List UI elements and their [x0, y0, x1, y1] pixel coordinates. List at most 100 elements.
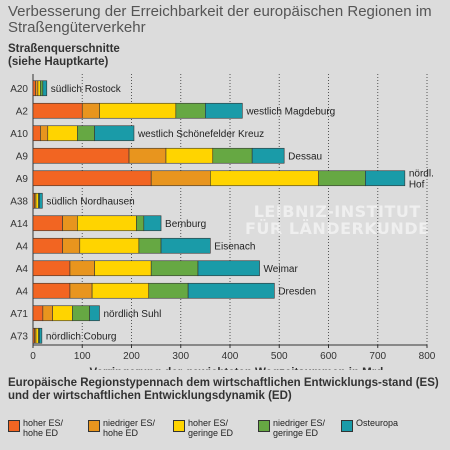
- bar-segment: [175, 102, 206, 119]
- watermark-line-2: FÜR LÄNDERKUNDE: [245, 219, 430, 238]
- bar-label: nördl. Hof: [409, 168, 434, 190]
- y-tick-label: A2: [16, 106, 29, 117]
- bar-label: westlich Schönefelder Kreuz: [137, 129, 264, 140]
- watermark: LEIBNIZ-INSTITUT FÜR LÄNDERKUNDE: [245, 203, 430, 237]
- x-tick-label: 200: [123, 351, 140, 362]
- bar-segment: [251, 147, 285, 164]
- legend-label: hoher ES/ hohe ED: [23, 418, 64, 438]
- legend-label: hoher ES/ geringe ED: [188, 418, 234, 438]
- bar-segment: [32, 80, 36, 97]
- bar-segment: [81, 102, 100, 119]
- legend-label: niedriger ES/ geringe ED: [273, 418, 326, 438]
- bar-segment: [143, 215, 162, 232]
- x-tick-label: 500: [271, 351, 288, 362]
- x-tick-label: 0: [30, 351, 36, 362]
- bar-segment: [77, 125, 95, 142]
- bar-segment: [62, 215, 78, 232]
- legend-swatch: [173, 420, 185, 432]
- bar-segment: [128, 147, 167, 164]
- bar-segment: [197, 260, 260, 277]
- y-tick-label: A14: [10, 219, 28, 230]
- bar-segment: [52, 305, 73, 322]
- bar-segment: [39, 192, 43, 209]
- legend-label: niedriger ES/ hohe ED: [103, 418, 156, 438]
- bar-segment: [62, 237, 81, 254]
- bar-segment: [42, 305, 53, 322]
- y-tick-label: A4: [16, 264, 29, 275]
- bar-segment: [99, 102, 177, 119]
- legend-item: hoher ES/ hohe ED: [8, 418, 63, 438]
- legend-swatch: [8, 420, 20, 432]
- bar-label: Bernburg: [165, 219, 206, 230]
- x-tick-label: 800: [419, 351, 436, 362]
- bar-label: Dessau: [288, 151, 322, 162]
- bar-chart: 0 100 200 300 400 500 600 700 800 Verringerung de…: [10, 74, 436, 370]
- y-tick-label: A9: [16, 174, 29, 185]
- chart-subtitle: Straßenquerschnitte (siehe Hauptkarte): [8, 43, 120, 68]
- bar-label: Eisenach: [214, 241, 255, 252]
- bar-label: Dresden: [278, 286, 316, 297]
- legend-item: niedriger ES/ hohe ED: [88, 418, 155, 438]
- bar-segment: [32, 147, 130, 164]
- bar-segment: [365, 170, 406, 187]
- bar-segment: [160, 237, 211, 254]
- bar-segment: [69, 260, 95, 277]
- x-tick-label: 400: [222, 351, 239, 362]
- bar-segment: [187, 282, 275, 299]
- legend-swatch: [258, 420, 270, 432]
- bar-segment: [32, 170, 152, 187]
- y-tick-label: A20: [10, 84, 28, 95]
- bar-segment: [37, 80, 41, 97]
- bar-label: südlich Rostock: [51, 84, 122, 95]
- bar-segment: [89, 305, 100, 322]
- x-axis-label: Verringerung der gewichteten Wegzeitsumm…: [90, 367, 387, 370]
- legend-item: niedriger ES/ geringe ED: [258, 418, 325, 438]
- bar-segment: [91, 282, 150, 299]
- y-tick-label: A4: [16, 241, 29, 252]
- bar-segment: [205, 102, 243, 119]
- bar-segment: [210, 170, 319, 187]
- bar-segment: [32, 260, 71, 277]
- bar-label: nördlich Coburg: [46, 331, 117, 342]
- bar-segment: [32, 305, 44, 322]
- legend-title: Europäische Regionstypennach dem wirtsch…: [8, 377, 439, 402]
- bar-segment: [32, 125, 41, 142]
- bar-segment: [318, 170, 366, 187]
- bar-segment: [35, 327, 39, 344]
- legend-swatch: [88, 420, 100, 432]
- bar-label: südlich Nordhausen: [46, 196, 134, 207]
- legend: hoher ES/ hohe ED niedriger ES/ hohe ED ho…: [8, 418, 448, 446]
- bar-segment: [165, 147, 214, 164]
- x-tick-label: 600: [320, 351, 337, 362]
- bar-segment: [42, 80, 48, 97]
- bar-segment: [40, 80, 44, 97]
- chart-title: Verbesserung der Erreichbarkeit der euro…: [8, 3, 432, 36]
- bar-label: westlich Magdeburg: [245, 106, 335, 117]
- bar-segment: [148, 282, 189, 299]
- y-tick-label: A10: [10, 129, 28, 140]
- x-tick-label: 100: [74, 351, 91, 362]
- bar-segment: [150, 260, 199, 277]
- watermark-line-1: LEIBNIZ-INSTITUT: [253, 202, 421, 221]
- legend-item: hoher ES/ geringe ED: [173, 418, 233, 438]
- bar-segment: [39, 327, 43, 344]
- bar-segment: [77, 215, 137, 232]
- bar-segment: [32, 102, 83, 119]
- bar-segment: [32, 282, 71, 299]
- bar-label: Weimar: [264, 264, 299, 275]
- bar-segment: [32, 215, 63, 232]
- y-tick-label: A71: [10, 309, 28, 320]
- legend-label: Osteuropa: [356, 418, 399, 428]
- bar-segment: [212, 147, 253, 164]
- x-tick-label: 700: [369, 351, 386, 362]
- bar-segment: [94, 260, 152, 277]
- y-tick-label: A38: [10, 196, 28, 207]
- bar-segment: [94, 125, 135, 142]
- bar-segment: [136, 215, 145, 232]
- bar-segment: [72, 305, 90, 322]
- legend-swatch: [341, 420, 353, 432]
- y-tick-label: A9: [16, 151, 29, 162]
- bar-segment: [35, 192, 39, 209]
- x-tick-label: 300: [172, 351, 189, 362]
- bar-segment: [150, 170, 211, 187]
